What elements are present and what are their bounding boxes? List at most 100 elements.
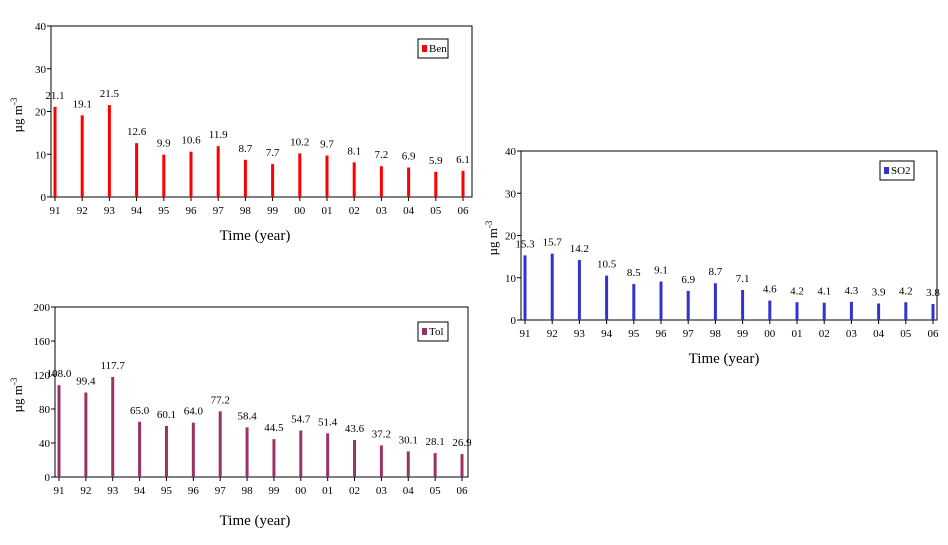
x-tick-label: 03	[846, 328, 858, 340]
data-label: 8.1	[347, 145, 361, 157]
bar	[298, 153, 302, 197]
y-axis-title: µg m-3	[484, 220, 500, 255]
data-label: 54.7	[291, 414, 311, 426]
data-label: 8.7	[239, 143, 253, 155]
bar	[84, 392, 88, 477]
y-tick-label: 160	[34, 336, 51, 348]
data-label: 4.1	[817, 286, 831, 298]
x-tick-label: 06	[458, 205, 470, 217]
data-label: 8.5	[627, 267, 641, 279]
data-label: 6.1	[456, 154, 470, 166]
bar	[795, 302, 799, 320]
bar	[849, 301, 853, 320]
bar	[550, 253, 554, 320]
x-tick-label: 03	[376, 485, 388, 497]
x-axis-title: Time (year)	[220, 513, 291, 529]
bar	[460, 454, 464, 477]
bar	[299, 430, 303, 477]
x-tick-label: 03	[376, 205, 388, 217]
legend-box	[417, 38, 449, 59]
y-tick-label: 0	[511, 315, 517, 327]
bar	[138, 421, 142, 477]
x-tick-label: 98	[240, 205, 252, 217]
data-label: 108.0	[47, 368, 72, 380]
y-tick-label: 10	[505, 273, 517, 285]
data-label: 77.2	[211, 394, 230, 406]
x-tick-label: 96	[656, 328, 668, 340]
data-label: 44.5	[264, 422, 284, 434]
x-axis-title: Time (year)	[689, 351, 760, 367]
bar	[53, 106, 57, 197]
legend-swatch	[422, 328, 427, 335]
x-tick-label: 96	[186, 205, 198, 217]
x-tick-label: 05	[430, 485, 442, 497]
x-tick-label: 92	[547, 328, 558, 340]
x-tick-label: 06	[457, 485, 469, 497]
y-tick-label: 30	[505, 188, 517, 200]
x-tick-label: 04	[403, 485, 415, 497]
bar	[326, 433, 330, 477]
y-axis-title-superscript: -3	[484, 220, 494, 228]
chart-2: 0102030409115.39215.79314.29410.5958.596…	[484, 146, 940, 367]
x-tick-label: 02	[819, 328, 830, 340]
bar	[659, 281, 663, 320]
y-tick-label: 30	[35, 64, 47, 76]
data-label: 65.0	[130, 405, 150, 417]
data-label: 6.9	[402, 151, 416, 163]
x-tick-label: 97	[683, 328, 695, 340]
x-tick-label: 05	[900, 328, 912, 340]
chart-0: 0102030409121.19219.19321.59412.6959.996…	[9, 21, 473, 244]
x-tick-label: 93	[104, 205, 116, 217]
bar	[877, 303, 881, 320]
bar	[768, 300, 772, 320]
x-tick-label: 01	[322, 485, 333, 497]
y-axis-title-main: µg m	[10, 105, 25, 132]
bar	[111, 376, 115, 477]
x-tick-label: 04	[873, 328, 885, 340]
data-label: 15.7	[543, 237, 563, 249]
x-tick-label: 91	[520, 328, 531, 340]
legend-box	[417, 321, 449, 342]
data-label: 4.2	[899, 285, 913, 297]
x-tick-label: 93	[107, 485, 119, 497]
x-tick-label: 97	[215, 485, 227, 497]
x-tick-label: 91	[50, 205, 61, 217]
legend-label: Tol	[429, 326, 444, 338]
x-tick-label: 91	[54, 485, 65, 497]
data-label: 10.6	[181, 135, 201, 147]
y-axis-title: µg m-3	[9, 97, 25, 132]
x-tick-label: 99	[268, 485, 280, 497]
x-tick-label: 97	[213, 205, 225, 217]
data-label: 58.4	[237, 410, 257, 422]
data-label: 21.5	[100, 88, 120, 100]
bar	[406, 451, 410, 477]
y-tick-label: 40	[39, 438, 51, 450]
y-tick-label: 10	[35, 149, 47, 161]
data-label: 60.1	[157, 409, 176, 421]
bar	[931, 303, 935, 320]
y-axis-title-superscript: -3	[9, 377, 19, 385]
bar	[353, 439, 357, 477]
bar	[605, 275, 609, 320]
data-label: 7.2	[375, 149, 389, 161]
bar	[271, 164, 275, 197]
x-tick-label: 99	[267, 205, 279, 217]
bar	[379, 445, 383, 477]
x-tick-label: 92	[80, 485, 91, 497]
y-tick-label: 40	[505, 146, 517, 158]
x-tick-label: 01	[792, 328, 803, 340]
bar	[822, 302, 826, 320]
y-tick-label: 20	[505, 231, 517, 243]
data-label: 10.5	[597, 259, 617, 271]
bar	[107, 105, 111, 197]
x-tick-label: 94	[134, 485, 146, 497]
data-label: 9.7	[320, 139, 334, 151]
legend-swatch	[422, 45, 427, 52]
y-tick-label: 20	[35, 107, 47, 119]
y-tick-label: 40	[35, 21, 47, 33]
y-tick-label: 120	[34, 370, 51, 382]
y-tick-label: 0	[45, 472, 51, 484]
plot-frame	[54, 306, 469, 478]
data-label: 64.0	[184, 406, 204, 418]
